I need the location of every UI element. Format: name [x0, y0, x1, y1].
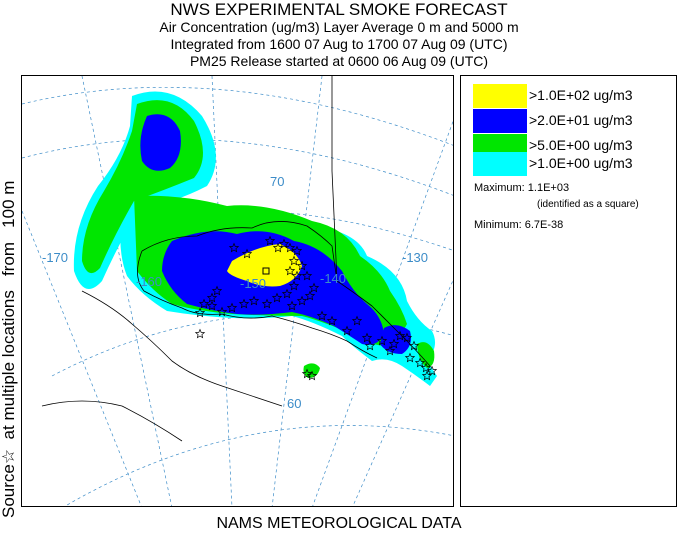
smoke-map: -170 -160 -150 -140 -130 70 60 — [21, 75, 454, 507]
longitude-label-170w: -170 — [42, 250, 68, 265]
source-star-icon — [194, 328, 206, 339]
source-star-icon — [426, 365, 438, 376]
longitude-label-140w: -140 — [320, 271, 346, 286]
source-star-icon — [226, 302, 238, 313]
source-locations-label: Source☆ at multiple locations from 100 m — [0, 180, 18, 518]
legend-panel: >1.0E+02 ug/m3 >2.0E+01 ug/m3 >5.0E+00 u… — [460, 75, 677, 507]
source-star-icon — [421, 370, 433, 381]
forecast-title: NWS EXPERIMENTAL SMOKE FORECAST — [170, 0, 508, 19]
legend-label: >5.0E+00 ug/m3 — [529, 137, 633, 153]
source-star-icon — [414, 357, 426, 368]
source-star-icon — [341, 325, 353, 336]
longitude-label-160w: -160 — [136, 274, 162, 289]
source-star-icon — [288, 280, 300, 291]
legend-item-20: >2.0E+01 ug/m3 — [473, 109, 663, 133]
smoke-map-canvas: -170 -160 -150 -140 -130 70 60 — [22, 76, 453, 506]
source-star-icon — [361, 332, 373, 343]
maximum-note: (identified as a square) — [537, 199, 639, 210]
source-star-icon — [278, 238, 290, 249]
legend-swatch-yellow — [473, 84, 527, 108]
source-star-icon — [408, 340, 420, 351]
source-star-icon — [248, 295, 260, 306]
source-star-icon — [238, 298, 250, 309]
integration-period-subtitle: Integrated from 1600 07 Aug to 1700 07 A… — [170, 36, 508, 52]
source-star-icon — [216, 306, 228, 317]
source-star-icon — [351, 315, 363, 326]
maximum-square-icon — [262, 267, 270, 275]
source-star-icon — [296, 260, 308, 271]
source-star-icon — [288, 255, 300, 266]
source-star-icon — [271, 292, 283, 303]
longitude-label-150w: -150 — [240, 276, 266, 291]
source-star-icon — [301, 368, 313, 379]
legend-item-100: >1.0E+02 ug/m3 — [473, 84, 663, 108]
source-star-icon — [291, 270, 303, 281]
source-star-icon — [206, 300, 218, 311]
source-star-icon — [281, 288, 293, 299]
source-star-icon — [286, 300, 298, 311]
source-star-icon — [401, 332, 413, 343]
legend-label: >1.0E+02 ug/m3 — [529, 87, 633, 103]
legend-label: >1.0E+00 ug/m3 — [529, 155, 633, 171]
source-star-icon — [241, 248, 253, 259]
source-star-icon — [291, 245, 303, 256]
source-star-icon — [364, 340, 376, 351]
source-star-icon — [264, 235, 276, 246]
source-markers — [194, 235, 438, 381]
source-star-icon — [206, 292, 218, 303]
latitude-label-70n: 70 — [270, 174, 284, 189]
source-star-icon — [296, 295, 308, 306]
legend-item-1: >1.0E+00 ug/m3 — [473, 152, 663, 176]
concentration-layer-subtitle: Air Concentration (ug/m3) Layer Average … — [159, 19, 519, 35]
source-star-icon — [394, 330, 406, 341]
source-star-icon — [228, 242, 240, 253]
source-star-icon — [284, 242, 296, 253]
source-star-icon — [304, 290, 316, 301]
source-star-icon — [194, 307, 206, 318]
maximum-value: Maximum: 1.1E+03 — [474, 182, 570, 194]
source-star-icon — [316, 310, 328, 321]
source-star-icon — [308, 282, 320, 293]
source-star-icon — [384, 345, 396, 356]
source-star-icon — [376, 335, 388, 346]
release-start-subtitle: PM25 Release started at 0600 06 Aug 09 (… — [189, 53, 489, 69]
source-star-icon — [261, 298, 273, 309]
legend-swatch-cyan — [473, 152, 527, 176]
source-star-icon — [211, 285, 223, 296]
minimum-value: Minimum: 6.7E-38 — [474, 219, 564, 231]
coastlines — [41, 76, 431, 442]
source-star-icon — [301, 270, 313, 281]
graticule-labels: -170 -160 -150 -140 -130 70 60 — [42, 174, 428, 411]
source-star-icon — [272, 242, 284, 253]
concentration-contours — [73, 91, 437, 386]
source-star-icon — [388, 338, 400, 349]
source-star-icon — [404, 352, 416, 363]
source-star-icon — [326, 315, 338, 326]
legend-label: >2.0E+01 ug/m3 — [529, 112, 633, 128]
legend-swatch-blue — [473, 109, 527, 133]
source-star-icon — [420, 362, 432, 373]
longitude-label-130w: -130 — [402, 250, 428, 265]
latitude-label-60n: 60 — [287, 396, 301, 411]
source-star-icon — [306, 370, 318, 381]
source-star-icon — [198, 298, 210, 309]
source-star-icon — [284, 265, 296, 276]
meteorological-data-footer: NAMS METEOROLOGICAL DATA — [216, 515, 462, 532]
